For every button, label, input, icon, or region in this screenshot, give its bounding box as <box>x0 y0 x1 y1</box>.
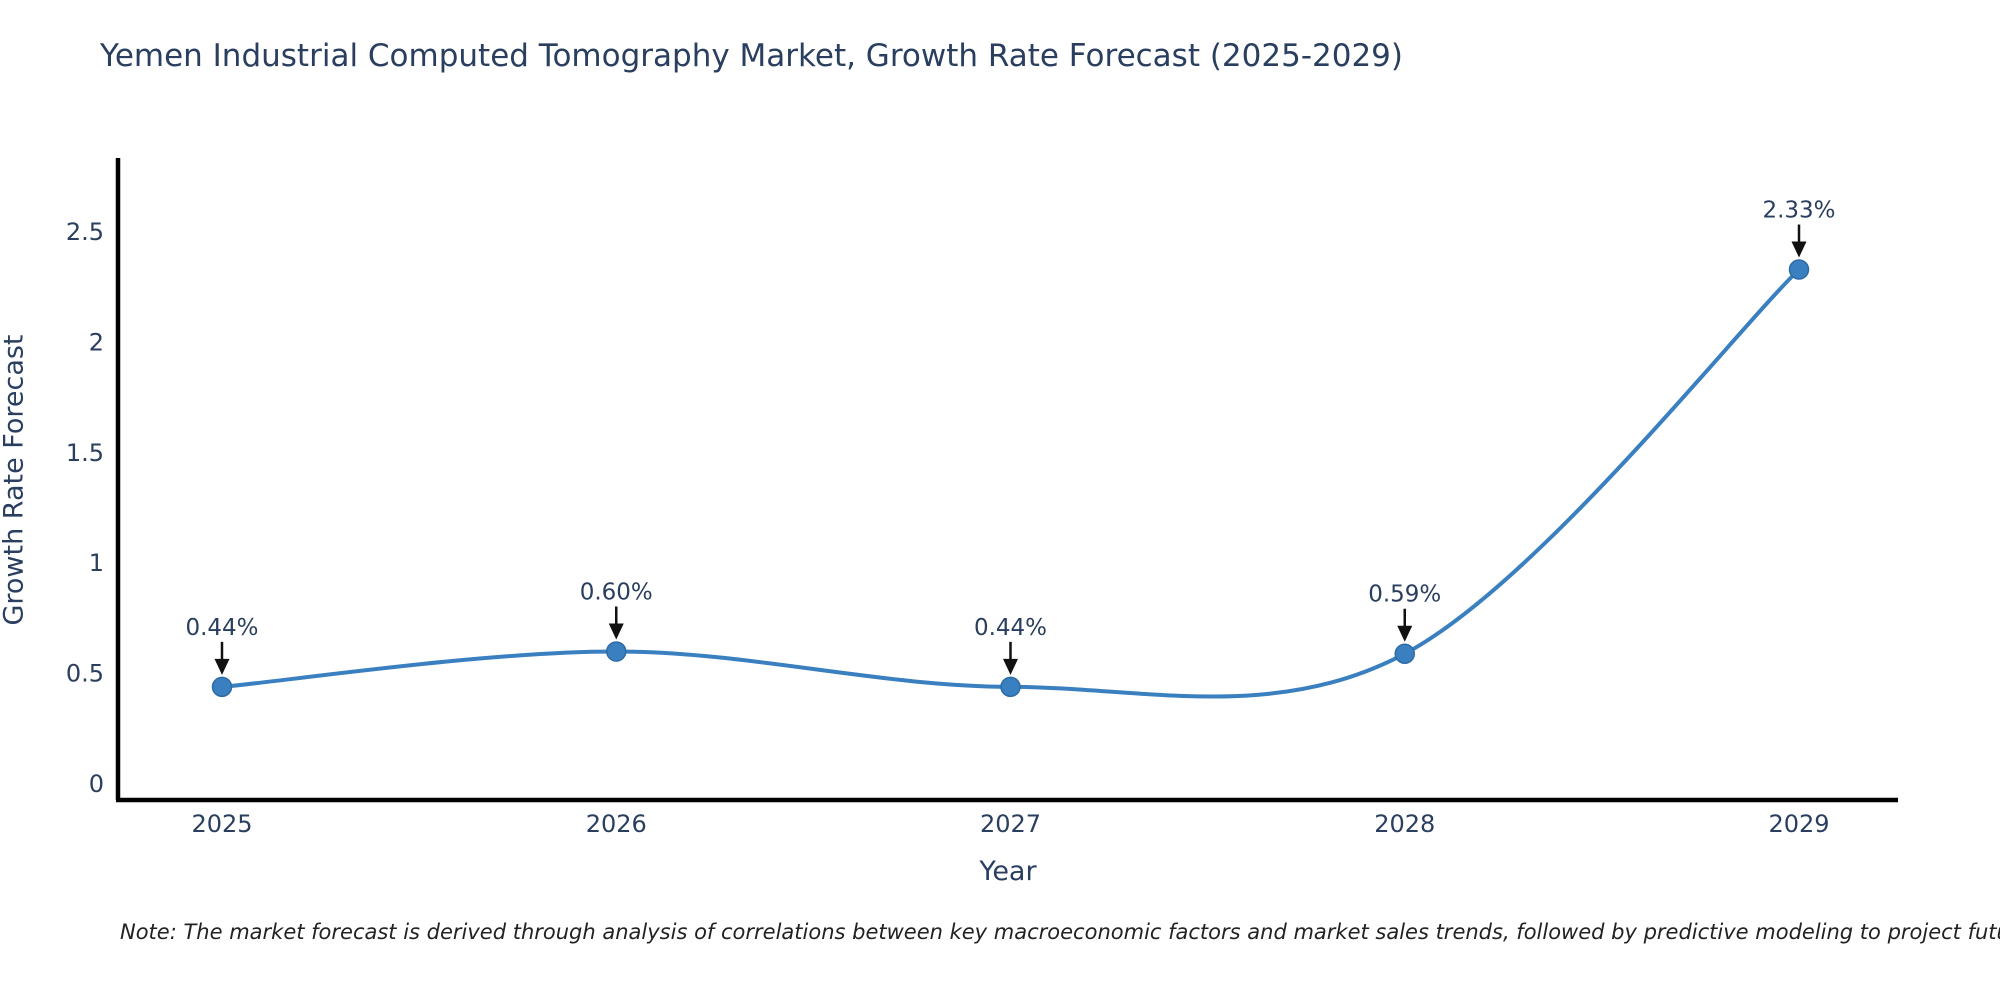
annotation-arrow-head <box>608 623 624 640</box>
data-point-2029[interactable] <box>1788 259 1810 280</box>
annotation-arrow-head <box>1791 241 1807 258</box>
x-tick-label: 2028 <box>1374 810 1435 838</box>
annotation-arrow-head <box>1397 625 1413 642</box>
chart-title: Yemen Industrial Computed Tomography Mar… <box>100 38 1403 74</box>
annotation-arrow-head <box>214 658 230 675</box>
x-axis-title: Year <box>979 856 1037 887</box>
x-tick-label: 2026 <box>586 810 647 838</box>
point-annotation: 0.60% <box>580 580 653 606</box>
y-tick-label: 1.5 <box>66 439 104 467</box>
point-annotation: 0.59% <box>1368 582 1441 608</box>
y-axis-title: Growth Rate Forecast <box>0 334 30 626</box>
annotation-arrow-head <box>1003 658 1018 675</box>
axis-lines <box>115 158 1898 803</box>
data-point-2025[interactable] <box>211 676 233 698</box>
y-tick-label: 2.5 <box>66 218 104 246</box>
x-tick-label: 2025 <box>191 810 252 838</box>
point-annotation: 2.33% <box>1762 198 1835 224</box>
y-tick-label: 2 <box>89 328 104 356</box>
data-point-2027[interactable] <box>1000 676 1021 698</box>
data-point-2026[interactable] <box>606 641 627 662</box>
y-tick-label: 1 <box>89 549 104 577</box>
y-tick-label: 0 <box>89 770 104 798</box>
footnote: Note: The market forecast is derived thr… <box>120 920 2000 944</box>
y-tick-label: 0.5 <box>66 660 104 688</box>
point-annotation: 0.44% <box>185 615 258 641</box>
x-tick-label: 2029 <box>1768 810 1829 838</box>
x-tick-label: 2027 <box>980 810 1041 838</box>
point-annotation: 0.44% <box>974 615 1047 641</box>
forecast-line <box>220 267 1801 699</box>
data-point-2028[interactable] <box>1394 643 1415 664</box>
